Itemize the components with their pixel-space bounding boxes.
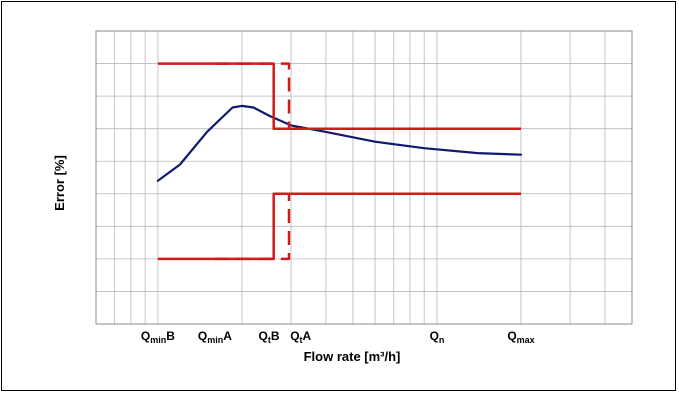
x-axis-label: Flow rate [m³/h] — [304, 349, 401, 364]
x-tick-label-5: Qmax — [507, 329, 534, 345]
x-tick-label-1: QminA — [198, 329, 232, 345]
series-line-0 — [156, 104, 523, 182]
y-axis-label: Error [%] — [52, 155, 67, 211]
x-tick-label-4: Qn — [430, 329, 445, 345]
grid — [95, 31, 632, 324]
plot-border — [95, 30, 633, 325]
series-line-3 — [214, 62, 291, 129]
x-tick-label-3: QtA — [290, 329, 311, 345]
series-group — [156, 62, 523, 261]
x-tick-label-0: QminB — [141, 329, 175, 345]
x-tick-label-2: QtB — [258, 329, 279, 345]
series-line-4 — [214, 193, 291, 261]
x-tick-labels: QminB QminA QtB QtA Qn Qmax — [141, 329, 535, 345]
